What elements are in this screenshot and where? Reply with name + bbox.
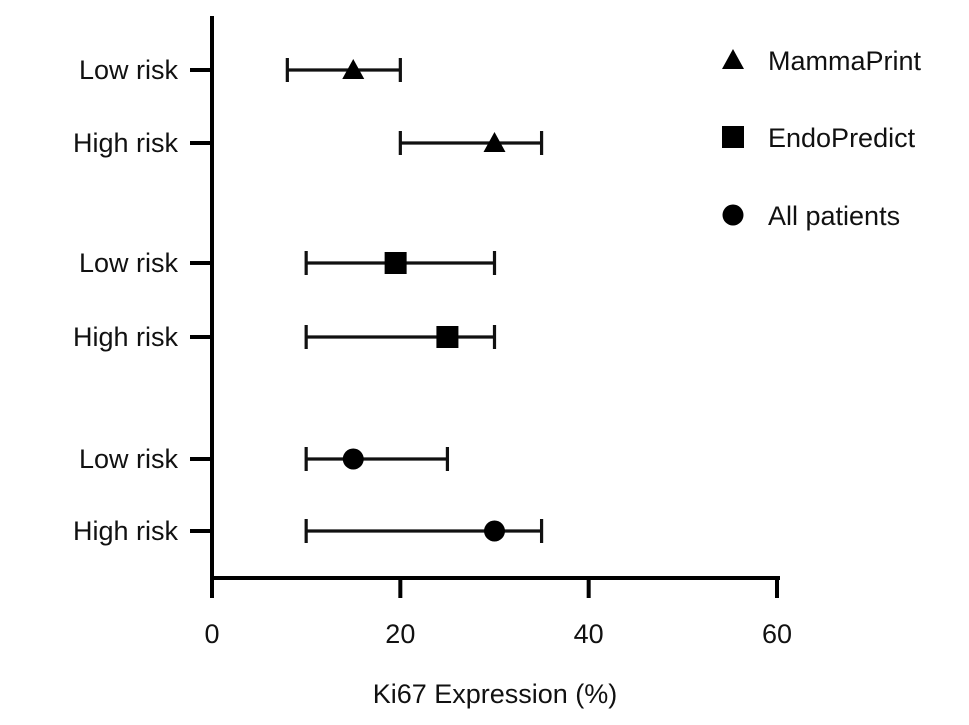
- legend-triangle-icon: [722, 49, 744, 69]
- x-axis-title: Ki67 Expression (%): [373, 679, 618, 709]
- legend-label: MammaPrint: [768, 46, 922, 76]
- legend-item: EndoPredict: [722, 123, 916, 153]
- legend-label: EndoPredict: [768, 123, 916, 153]
- data-point-group: [304, 325, 497, 349]
- data-point-group: [285, 58, 402, 82]
- legend-item: MammaPrint: [722, 46, 922, 76]
- circle-marker: [342, 448, 364, 470]
- legend: MammaPrint EndoPredict All patients: [722, 46, 922, 231]
- y-category-label: High risk: [73, 322, 179, 352]
- x-tick-label: 20: [385, 619, 415, 649]
- y-category-label: High risk: [73, 516, 179, 546]
- triangle-marker: [342, 59, 365, 79]
- y-category-label: Low risk: [79, 444, 179, 474]
- legend-label: All patients: [768, 201, 900, 231]
- triangle-marker: [483, 132, 506, 152]
- y-axis-ticks: Low risk High risk Low risk High risk Low ri…: [73, 55, 212, 546]
- axes: [210, 16, 780, 580]
- x-axis-ticks: 0 20 40 60: [204, 578, 792, 649]
- square-marker: [384, 252, 407, 274]
- y-category-label: Low risk: [79, 55, 179, 85]
- plot-marks: [285, 58, 544, 543]
- circle-marker: [484, 520, 505, 542]
- x-tick-label: 60: [762, 619, 792, 649]
- legend-circle-icon: [722, 204, 744, 226]
- square-marker: [436, 326, 459, 348]
- data-point-group: [304, 251, 497, 275]
- legend-item: All patients: [722, 201, 900, 231]
- data-point-group: [304, 519, 544, 543]
- x-tick-label: 0: [204, 619, 219, 649]
- y-category-label: High risk: [73, 128, 179, 158]
- data-point-group: [398, 131, 544, 155]
- y-category-label: Low risk: [79, 248, 179, 278]
- legend-square-icon: [722, 126, 744, 148]
- x-tick-label: 40: [574, 619, 604, 649]
- data-point-group: [304, 447, 450, 471]
